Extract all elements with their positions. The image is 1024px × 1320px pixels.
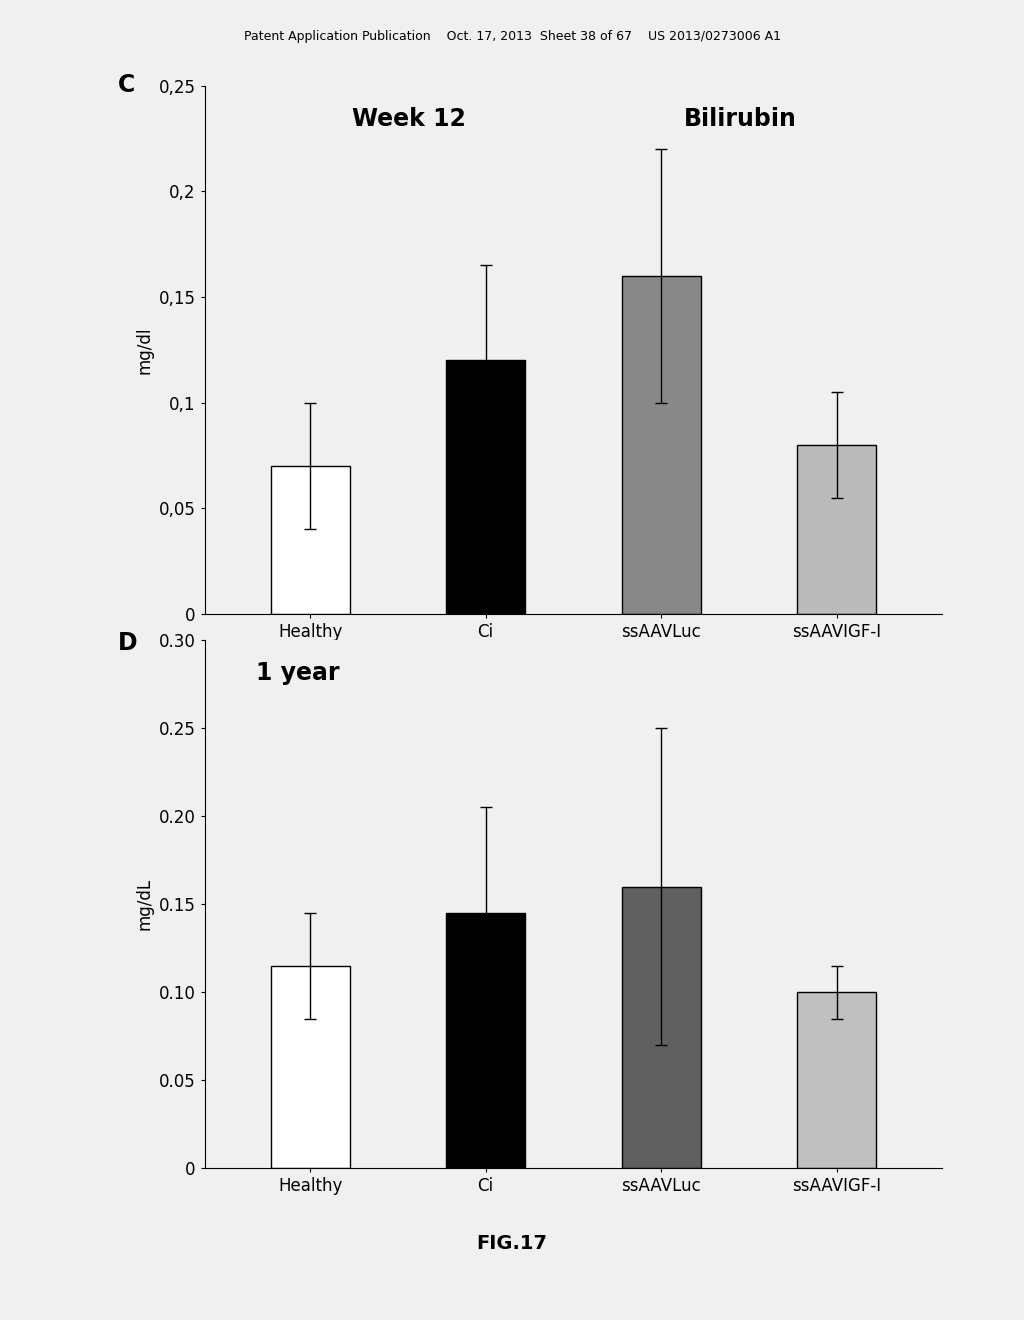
- Bar: [622, 276, 700, 614]
- Y-axis label: mg/dl: mg/dl: [135, 326, 154, 374]
- Bar: [446, 913, 525, 1168]
- Text: 1 year: 1 year: [256, 661, 340, 685]
- Text: D: D: [118, 631, 137, 655]
- Text: Patent Application Publication    Oct. 17, 2013  Sheet 38 of 67    US 2013/02730: Patent Application Publication Oct. 17, …: [244, 30, 780, 44]
- Bar: [270, 966, 349, 1168]
- Text: Week 12: Week 12: [352, 107, 466, 131]
- Bar: [798, 445, 877, 614]
- Bar: [622, 887, 700, 1168]
- Bar: [446, 360, 525, 614]
- Bar: [270, 466, 349, 614]
- Text: FIG.17: FIG.17: [476, 1234, 548, 1253]
- Text: Bilirubin: Bilirubin: [684, 107, 797, 131]
- Bar: [798, 993, 877, 1168]
- Text: C: C: [118, 73, 135, 96]
- Y-axis label: mg/dL: mg/dL: [135, 878, 154, 931]
